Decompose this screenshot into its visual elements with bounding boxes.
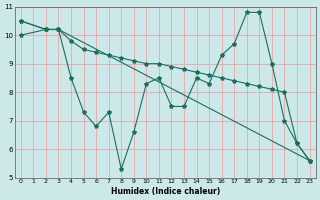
X-axis label: Humidex (Indice chaleur): Humidex (Indice chaleur) [111,187,220,196]
